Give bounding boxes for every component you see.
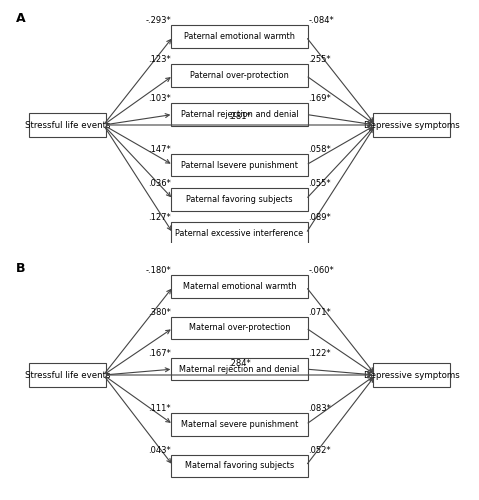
FancyBboxPatch shape [171,154,308,176]
FancyBboxPatch shape [171,454,308,477]
Text: Maternal favoring subjects: Maternal favoring subjects [185,462,294,470]
Text: Maternal emotional warmth: Maternal emotional warmth [182,282,297,291]
Text: .103*: .103* [148,94,171,103]
Text: .281*: .281* [228,112,251,122]
Text: .284*: .284* [228,359,251,368]
FancyBboxPatch shape [171,25,308,48]
Text: .255*: .255* [308,55,331,64]
Text: .052*: .052* [308,446,331,454]
Text: Paternal emotional warmth: Paternal emotional warmth [184,32,295,41]
FancyBboxPatch shape [171,103,308,126]
Text: .380*: .380* [148,308,171,316]
Text: -.060*: -.060* [308,266,334,275]
FancyBboxPatch shape [171,64,308,86]
Text: Paternal favoring subjects: Paternal favoring subjects [186,195,293,204]
Text: B: B [16,262,26,274]
Text: .058*: .058* [308,145,331,154]
Text: .167*: .167* [148,349,171,358]
Text: -.180*: -.180* [145,266,171,275]
Text: Paternal over-protection: Paternal over-protection [190,71,289,80]
Text: .043*: .043* [148,446,171,454]
Text: .055*: .055* [308,179,331,188]
Text: .071*: .071* [308,308,331,316]
FancyBboxPatch shape [373,362,450,388]
Text: Maternal over-protection: Maternal over-protection [189,324,290,332]
Text: .089*: .089* [308,214,331,222]
Text: Maternal severe punishment: Maternal severe punishment [181,420,298,429]
FancyBboxPatch shape [29,112,106,138]
Text: Stressful life events: Stressful life events [24,120,110,130]
Text: .083*: .083* [308,404,331,413]
Text: Depressive symptoms: Depressive symptoms [364,370,459,380]
FancyBboxPatch shape [171,188,308,210]
Text: .127*: .127* [148,214,171,222]
Text: -.293*: -.293* [145,16,171,25]
Text: -.084*: -.084* [308,16,334,25]
Text: Stressful life events: Stressful life events [24,370,110,380]
FancyBboxPatch shape [171,222,308,245]
Text: Paternal lsevere punishment: Paternal lsevere punishment [181,160,298,170]
Text: .123*: .123* [148,55,171,64]
Text: A: A [16,12,26,24]
FancyBboxPatch shape [373,112,450,138]
FancyBboxPatch shape [29,362,106,388]
Text: .122*: .122* [308,349,331,358]
Text: Depressive symptoms: Depressive symptoms [364,120,459,130]
FancyBboxPatch shape [171,414,308,436]
Text: Paternal rejection and denial: Paternal rejection and denial [181,110,298,119]
FancyBboxPatch shape [171,358,308,380]
Text: .169*: .169* [308,94,331,103]
Text: .111*: .111* [148,404,171,413]
Text: Paternal excessive interference: Paternal excessive interference [175,229,304,238]
FancyBboxPatch shape [171,275,308,297]
Text: Maternal rejection and denial: Maternal rejection and denial [179,364,300,374]
Text: .147*: .147* [148,145,171,154]
FancyBboxPatch shape [171,316,308,339]
Text: .036*: .036* [148,179,171,188]
